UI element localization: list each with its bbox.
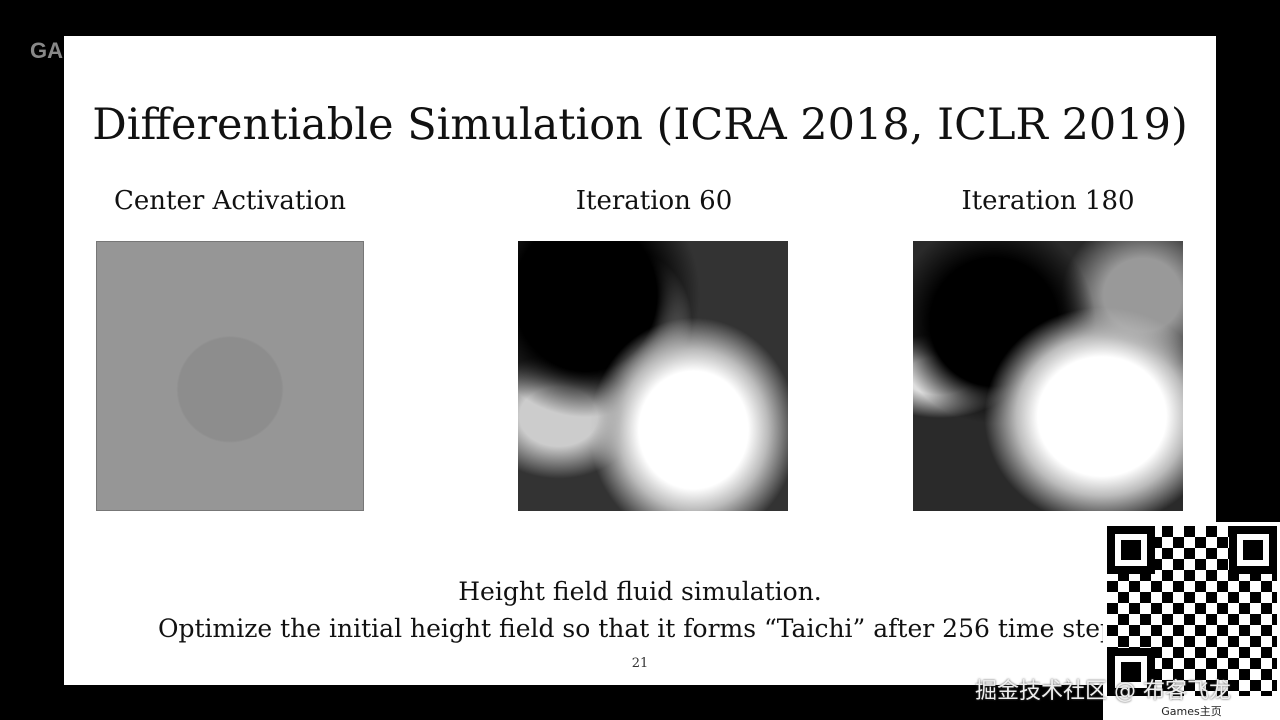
- iteration-60-image: [518, 241, 788, 511]
- qr-code-panel: Games主页: [1103, 522, 1280, 720]
- qr-finder: [1107, 648, 1155, 696]
- caption-iteration-60: Iteration 60: [575, 186, 733, 216]
- qr-finder: [1107, 526, 1155, 574]
- description-line-2: Optimize the initial height field so tha…: [158, 614, 1116, 643]
- page-number: 21: [631, 656, 649, 671]
- qr-code: [1107, 526, 1277, 696]
- center-activation-image: [96, 241, 364, 511]
- description-line-1: Height field fluid simulation.: [458, 577, 822, 606]
- iteration-180-image: [913, 241, 1183, 511]
- slide-title: Differentiable Simulation (ICRA 2018, IC…: [92, 100, 1188, 150]
- qr-finder: [1229, 526, 1277, 574]
- qr-label: Games主页: [1161, 705, 1222, 718]
- caption-center-activation: Center Activation: [113, 186, 346, 216]
- caption-iteration-180: Iteration 180: [961, 186, 1135, 216]
- channel-watermark: GA: [30, 38, 63, 63]
- slide: Differentiable Simulation (ICRA 2018, IC…: [64, 36, 1216, 685]
- credit-watermark: 掘金技术社区 @ 布客飞龙: [975, 679, 1231, 704]
